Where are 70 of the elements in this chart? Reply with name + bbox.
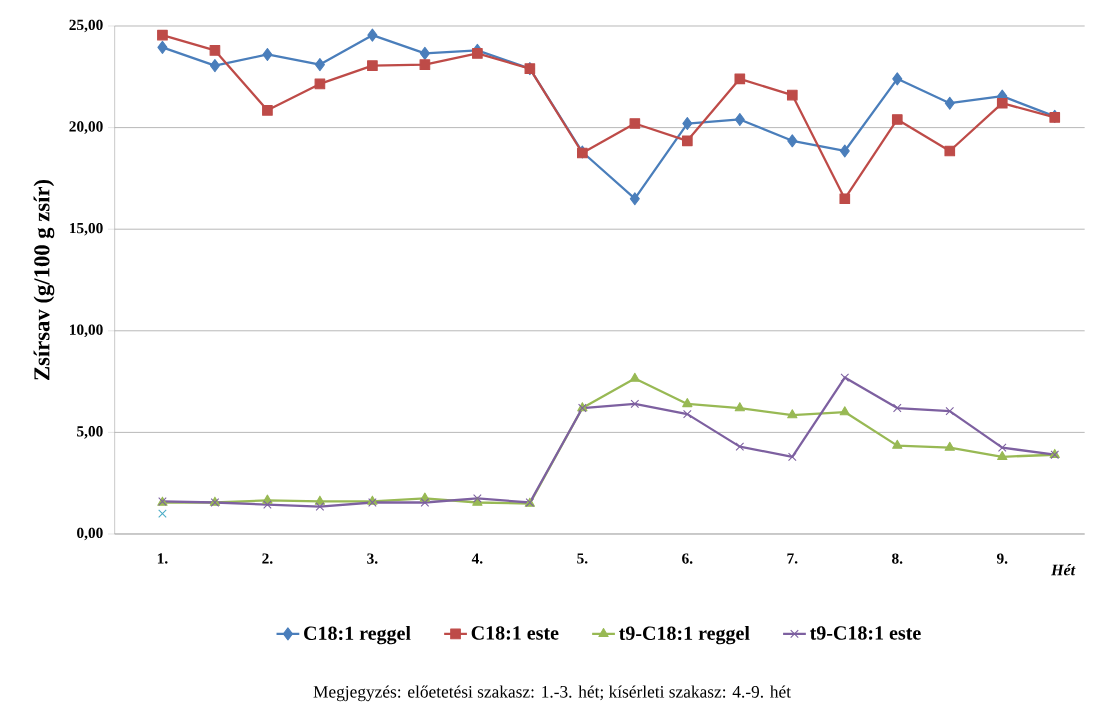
point — [262, 47, 273, 61]
point — [630, 399, 640, 409]
x-axis-title: Hét — [1050, 564, 1076, 576]
x-tick-label: 7. — [787, 553, 798, 564]
point — [787, 409, 798, 419]
point — [944, 96, 955, 110]
point — [839, 193, 851, 205]
point — [263, 500, 272, 509]
point — [209, 59, 220, 73]
x-tick-label: 2. — [262, 553, 273, 564]
point — [997, 443, 1007, 452]
point — [944, 441, 955, 451]
point — [419, 59, 431, 70]
point — [262, 104, 273, 116]
x-tick-label: 5. — [577, 553, 588, 564]
y-tick-label: 15,00 — [70, 222, 103, 236]
x-tick-label: 8. — [892, 553, 903, 564]
point — [419, 46, 430, 60]
point — [629, 372, 640, 382]
point — [683, 409, 692, 419]
point — [892, 72, 903, 86]
y-axis-title: Zsírsav (g/100 g zsír) — [33, 179, 55, 380]
point — [787, 134, 798, 148]
point — [787, 452, 797, 462]
point — [892, 403, 902, 413]
y-tick-label: 10,00 — [70, 324, 103, 338]
point — [629, 118, 641, 129]
point — [891, 114, 903, 125]
legend-label: C18:1 este — [471, 626, 559, 640]
point — [839, 406, 850, 416]
point — [945, 406, 955, 416]
point — [734, 112, 745, 127]
point — [786, 89, 798, 101]
point — [209, 45, 221, 56]
x-tick-label: 4. — [471, 553, 483, 564]
point — [315, 502, 325, 511]
y-tick-label: 5,00 — [77, 426, 103, 439]
point — [997, 450, 1008, 460]
point — [314, 58, 325, 72]
point — [420, 498, 430, 507]
point — [996, 97, 1008, 109]
point — [734, 73, 746, 85]
legend-label: t9-C18:1 este — [809, 626, 921, 640]
point — [944, 145, 956, 157]
point — [734, 402, 745, 412]
legend-label: t9-C18:1 reggel — [619, 625, 750, 645]
point — [367, 60, 378, 71]
y-tick-label: 0,00 — [77, 527, 103, 541]
point — [158, 509, 167, 518]
x-tick-label: 9. — [996, 553, 1008, 564]
y-tick-label: 25,00 — [69, 19, 103, 33]
point — [840, 373, 850, 382]
point — [472, 48, 483, 59]
point — [157, 29, 168, 41]
point — [682, 398, 693, 408]
point — [735, 442, 745, 451]
y-tick-label: 20,00 — [69, 121, 103, 134]
point — [314, 78, 326, 90]
point — [682, 117, 693, 131]
point — [367, 28, 378, 42]
point — [629, 192, 640, 206]
point — [892, 439, 903, 449]
x-tick-label: 1. — [157, 553, 168, 564]
point — [839, 144, 850, 158]
x-tick-label: 3. — [367, 553, 378, 564]
legend-label: C18:1 reggel — [304, 625, 411, 645]
x-tick-label: 6. — [682, 553, 693, 564]
point — [681, 135, 693, 147]
text: Megjegyzés: előetetési szakasz: 1.-3. hét; kísérleti szakasz: 4.-9. hét — [313, 685, 791, 702]
point — [157, 40, 168, 54]
